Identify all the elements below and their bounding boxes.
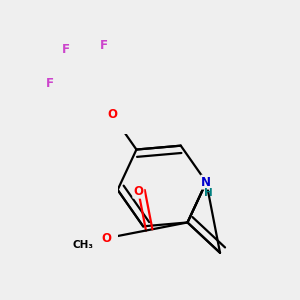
Text: O: O — [133, 185, 143, 198]
Text: H: H — [204, 188, 213, 198]
Text: N: N — [201, 176, 211, 189]
Text: F: F — [62, 43, 70, 56]
Text: O: O — [102, 232, 112, 245]
Text: F: F — [46, 77, 54, 90]
Text: O: O — [107, 108, 117, 122]
Text: CH₃: CH₃ — [73, 240, 94, 250]
Text: F: F — [100, 39, 108, 52]
